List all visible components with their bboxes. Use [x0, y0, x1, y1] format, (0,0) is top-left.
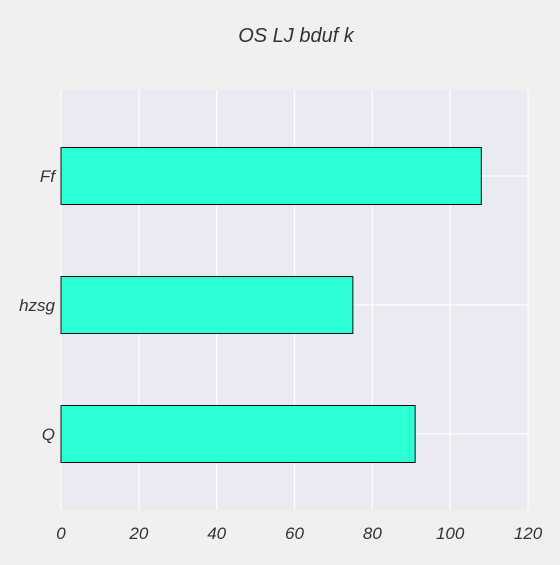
x-tick-label: 40: [207, 524, 226, 543]
chart-title: OS LJ bduf k: [238, 25, 355, 47]
y-tick-labels: Ff hzsg Q: [19, 167, 57, 444]
y-tick-label: Q: [42, 425, 55, 444]
x-tick-labels: 0 20 40 60 80 100 120: [56, 524, 542, 543]
bars: [60, 147, 482, 463]
x-tick-label: 0: [56, 524, 66, 543]
y-tick-label: hzsg: [19, 296, 55, 315]
y-tick-label: Ff: [40, 167, 57, 186]
bar-hzsg: [60, 276, 354, 334]
x-tick-label: 20: [128, 524, 148, 543]
x-tick-label: 60: [285, 524, 304, 543]
bar-Ff: [60, 147, 482, 205]
x-tick-label: 120: [514, 524, 543, 543]
bar-Q: [60, 405, 416, 463]
x-tick-label: 100: [436, 524, 465, 543]
x-tick-label: 80: [363, 524, 382, 543]
